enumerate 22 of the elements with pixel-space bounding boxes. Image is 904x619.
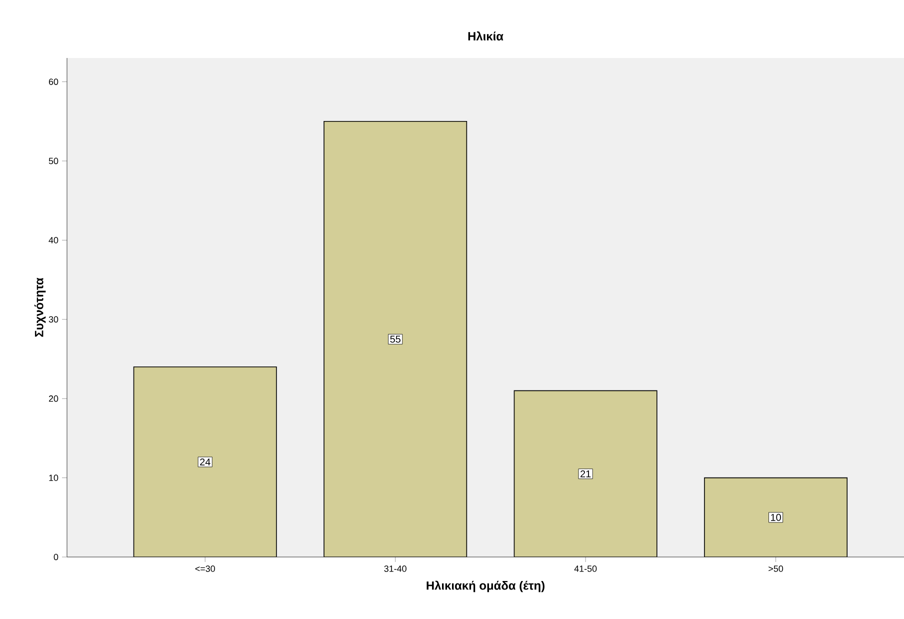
y-tick-label: 0: [54, 554, 58, 560]
x-axis-title: Ηλικιακή ομάδα (έτη): [426, 580, 544, 592]
x-tick-label: 31-40: [384, 566, 406, 572]
y-tick-label: 20: [48, 395, 58, 402]
x-tick-label: >50: [768, 566, 784, 572]
chart-title: Ηλικία: [468, 31, 504, 40]
x-tick-label: <=30: [195, 566, 215, 572]
data-label: 24: [200, 458, 210, 466]
y-tick-label: 30: [48, 316, 58, 323]
data-label: 10: [771, 514, 781, 521]
data-label: 55: [390, 336, 400, 343]
x-tick-label: 41-50: [574, 566, 597, 572]
bar: [704, 477, 848, 557]
data-label: 21: [580, 470, 591, 478]
y-tick-label: 10: [49, 474, 58, 481]
bar: [324, 120, 468, 557]
y-tick-label: 60: [48, 78, 58, 85]
bar: [133, 366, 277, 557]
y-axis-title: Συχνότητα: [34, 278, 46, 337]
bar: [514, 390, 658, 557]
y-tick-label: 40: [48, 236, 58, 244]
y-tick-label: 50: [48, 158, 58, 164]
